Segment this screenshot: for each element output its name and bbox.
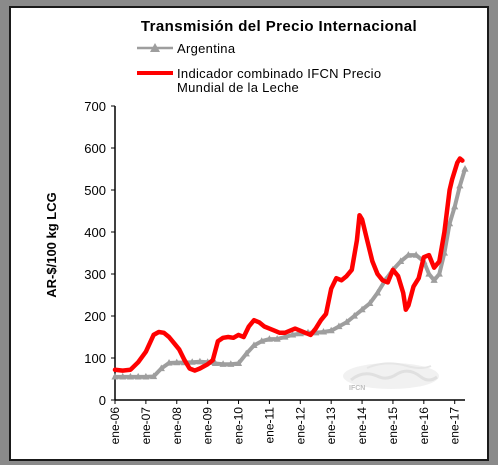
chart-panel: Transmisión del Precio Internacional Arg… (9, 6, 489, 461)
legend-marker-argentina (150, 43, 160, 52)
point-argentina (111, 372, 119, 380)
point-argentina (281, 333, 289, 340)
point-argentina (165, 359, 173, 366)
x-tick-label: ene-17 (448, 407, 462, 445)
ifcn-watermark: IFCN (343, 362, 439, 392)
x-tick-label: ene-16 (417, 407, 431, 445)
point-argentina (327, 326, 335, 334)
x-tick-label: ene-08 (170, 407, 184, 445)
point-argentina (404, 251, 412, 258)
point-argentina (227, 360, 235, 367)
point-argentina (273, 335, 281, 342)
point-argentina (373, 288, 382, 296)
y-axis-label: AR-$/100 kg LCG (44, 192, 59, 297)
x-tick-label: ene-07 (139, 407, 153, 445)
chart-svg: Transmisión del Precio Internacional Arg… (44, 18, 469, 444)
point-argentina (119, 372, 127, 380)
y-tick-label: 300 (84, 267, 106, 282)
point-argentina (134, 372, 142, 380)
axes-layer (114, 106, 465, 401)
point-argentina (456, 181, 464, 189)
point-argentina (126, 372, 135, 380)
point-argentina (142, 372, 150, 380)
point-argentina (412, 251, 420, 258)
point-argentina (366, 299, 374, 306)
point-argentina (319, 327, 328, 335)
point-argentina (343, 318, 351, 325)
point-argentina (173, 358, 181, 366)
x-tick-label: ene-11 (262, 407, 276, 444)
chart-title: Transmisión del Precio Internacional (141, 18, 417, 35)
point-argentina (219, 360, 227, 367)
point-argentina (335, 322, 343, 330)
y-tick-label: 700 (84, 99, 106, 114)
x-tick-label: ene-09 (201, 407, 215, 445)
series-line-argentina (113, 167, 467, 379)
x-tick-label: ene-10 (232, 407, 246, 445)
point-argentina (150, 372, 158, 380)
point-argentina (461, 165, 469, 172)
x-tick-label: ene-14 (355, 407, 369, 445)
legend-label-ifcn-line-1: Indicador combinado IFCN Precio (177, 66, 381, 81)
point-argentina (350, 312, 358, 319)
y-tick-label: 200 (84, 309, 106, 324)
point-argentina (250, 341, 258, 348)
point-argentina (435, 270, 443, 277)
point-argentina (234, 359, 243, 367)
point-argentina (196, 357, 204, 365)
legend-label-ifcn: Indicador combinado IFCN Precio Mundial … (177, 66, 385, 95)
point-argentina (242, 349, 250, 357)
x-tick-label: ene-12 (293, 407, 307, 445)
point-argentina (211, 359, 219, 367)
point-argentina (430, 276, 438, 283)
point-argentina (288, 330, 297, 338)
tick-layer: 0 100 200 300 400 500 600 700 ene-06 ene-07 ene-08… (84, 99, 461, 444)
y-tick-label: 100 (84, 351, 106, 366)
point-argentina (258, 337, 266, 344)
y-tick-label: 500 (84, 183, 106, 198)
point-argentina (157, 364, 165, 372)
x-tick-label: ene-13 (324, 407, 338, 445)
series-layer (111, 156, 469, 380)
y-tick-label: 600 (84, 141, 106, 156)
point-argentina (425, 270, 433, 277)
legend-label-argentina: Argentina (177, 41, 236, 56)
point-argentina (265, 335, 274, 342)
y-tick-label: 400 (84, 225, 106, 240)
point-argentina (358, 305, 366, 313)
legend-label-ifcn-line-2: Mundial de la Leche (177, 80, 299, 95)
series-line-ifcn-indicator (112, 156, 465, 373)
point-argentina (451, 202, 459, 210)
watermark-text: IFCN (349, 385, 365, 392)
point-argentina (397, 257, 405, 264)
legend: Argentina Indicador combinado IFCN Preci… (137, 41, 385, 95)
x-tick-label: ene-06 (108, 407, 122, 445)
y-tick-label: 0 (99, 393, 106, 408)
x-tick-label: ene-15 (386, 407, 400, 445)
point-argentina (445, 219, 454, 227)
point-argentina (188, 358, 196, 365)
